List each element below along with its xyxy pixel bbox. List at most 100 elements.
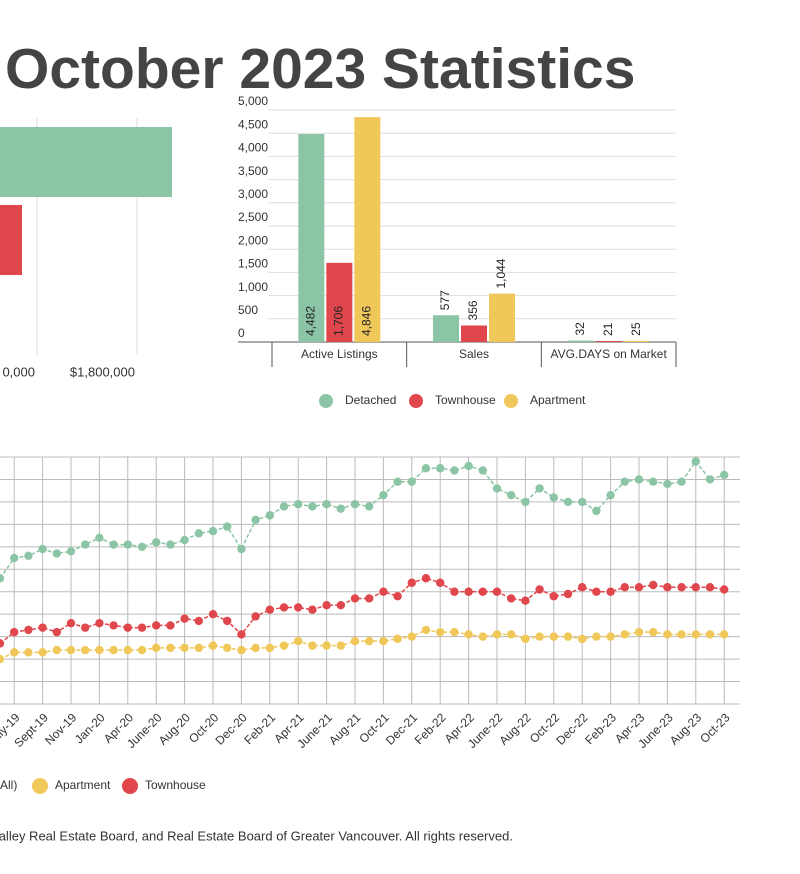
point xyxy=(407,578,416,587)
value-label: 1,706 xyxy=(332,306,346,336)
x-tick-label: Dec-21 xyxy=(383,710,420,747)
point xyxy=(720,585,729,594)
value-label: 356 xyxy=(466,300,480,320)
point xyxy=(436,627,445,637)
point xyxy=(208,526,218,536)
point xyxy=(223,643,232,653)
point xyxy=(38,623,47,632)
point xyxy=(336,641,345,650)
point xyxy=(322,601,331,610)
point xyxy=(166,540,175,549)
point xyxy=(521,596,530,605)
point xyxy=(10,553,19,563)
point xyxy=(24,625,33,635)
point xyxy=(109,621,118,630)
point xyxy=(24,551,33,560)
point xyxy=(336,504,345,513)
point xyxy=(379,587,388,596)
bar xyxy=(0,127,172,197)
point xyxy=(123,645,132,655)
bar xyxy=(433,315,459,342)
point xyxy=(677,630,686,639)
point xyxy=(180,614,189,623)
point xyxy=(450,587,459,596)
point xyxy=(38,544,47,554)
value-label: 1,044 xyxy=(494,258,508,288)
value-label: 25 xyxy=(629,322,643,336)
point xyxy=(436,578,445,587)
bar xyxy=(354,117,381,342)
value-label: 4,846 xyxy=(360,306,374,336)
legend-label: Townhouse xyxy=(435,393,496,407)
legend-label: Apartment xyxy=(530,393,586,407)
series-line xyxy=(0,460,725,579)
point xyxy=(223,616,232,626)
point xyxy=(66,547,76,556)
point xyxy=(0,574,5,583)
point xyxy=(492,630,502,639)
point xyxy=(194,529,203,538)
legend-swatch xyxy=(409,394,423,408)
point xyxy=(208,641,218,650)
x-tick-label: Oct-23 xyxy=(697,710,733,746)
point xyxy=(294,636,303,646)
point xyxy=(507,594,516,603)
point xyxy=(563,497,573,507)
point xyxy=(251,643,260,653)
point xyxy=(549,493,558,502)
point xyxy=(10,627,19,637)
x-tick-label: Dec-22 xyxy=(553,710,590,747)
value-label: 577 xyxy=(438,290,452,310)
bar xyxy=(298,134,325,342)
point xyxy=(578,634,587,644)
x-tick-label: Aug-20 xyxy=(156,710,193,747)
x-tick-label: Dec-20 xyxy=(213,710,250,747)
point xyxy=(279,603,289,612)
point xyxy=(152,621,161,630)
series-line xyxy=(0,577,725,644)
point xyxy=(265,643,274,653)
point xyxy=(663,630,672,639)
point xyxy=(634,627,644,637)
point xyxy=(95,645,104,655)
point xyxy=(38,648,47,657)
point xyxy=(464,630,473,639)
x-tick-label: Nov-19 xyxy=(42,710,79,747)
bar xyxy=(461,325,487,342)
footer-note: Valley Real Estate Board, and Real Estat… xyxy=(0,828,513,843)
point xyxy=(52,549,61,558)
point xyxy=(407,477,416,486)
y-tick-label: 1,500 xyxy=(238,257,268,271)
y-tick-label: 1,000 xyxy=(238,280,268,294)
point xyxy=(123,623,132,632)
point xyxy=(237,630,246,639)
x-tick-label: Sales xyxy=(459,347,489,361)
x-tick-label: Feb-23 xyxy=(582,710,619,747)
y-tick-label: 5,000 xyxy=(238,94,268,108)
point xyxy=(705,583,715,592)
value-label: 4,482 xyxy=(304,306,318,336)
x-tick-label: 0,000 xyxy=(2,364,35,379)
point xyxy=(308,641,317,650)
point xyxy=(620,583,629,592)
page-title: October 2023 Statistics xyxy=(5,37,635,101)
point xyxy=(705,630,715,639)
point xyxy=(507,630,516,639)
bar xyxy=(0,205,22,275)
point xyxy=(436,464,445,473)
point xyxy=(0,654,5,664)
legend-label: Apartment xyxy=(55,778,111,792)
point xyxy=(521,497,530,507)
point xyxy=(464,587,473,596)
point xyxy=(279,641,289,650)
y-tick-label: 3,500 xyxy=(238,164,268,178)
point xyxy=(691,630,700,639)
point xyxy=(379,636,388,646)
bar xyxy=(567,340,594,342)
point xyxy=(492,587,502,596)
point xyxy=(308,502,317,511)
legend-label: Townhouse xyxy=(145,778,206,792)
bar xyxy=(595,341,622,342)
point xyxy=(81,645,90,655)
